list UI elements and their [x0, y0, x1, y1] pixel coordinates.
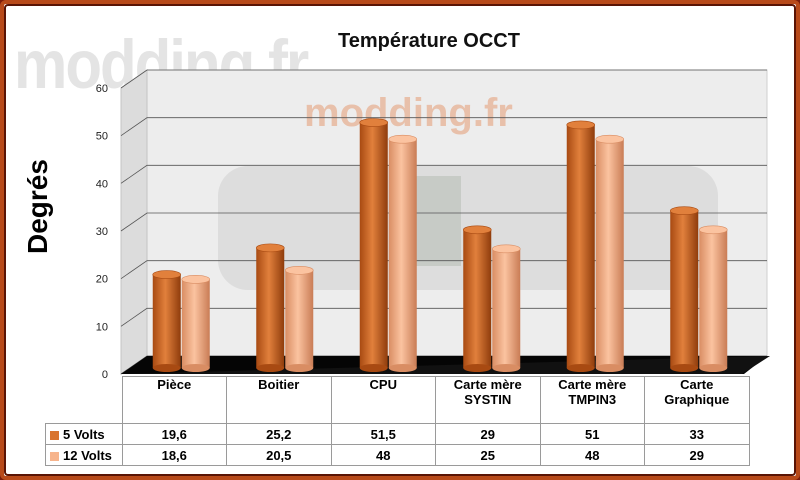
table-cell: 33 — [644, 423, 750, 445]
table-cell: 29 — [644, 444, 750, 466]
bar-body — [595, 139, 624, 368]
bar-body — [699, 229, 728, 368]
legend-label: 12 Volts — [63, 447, 112, 463]
bar — [669, 206, 699, 372]
y-tick-label: 50 — [96, 131, 108, 143]
bar — [595, 134, 625, 372]
bar-cap — [181, 275, 211, 284]
x-category-label: Carte Graphique — [644, 376, 750, 424]
bar-base — [388, 364, 417, 372]
bar-base — [492, 364, 521, 372]
bar — [181, 275, 211, 372]
table-cell: 48 — [330, 444, 436, 466]
bar — [255, 243, 285, 372]
legend-swatch — [50, 451, 59, 461]
bar-cap — [284, 265, 314, 275]
table-cell: 19,6 — [121, 423, 227, 445]
legend-swatch — [50, 430, 59, 440]
chart-title: Température OCCT — [338, 30, 520, 52]
bar-base — [463, 364, 492, 372]
gridline — [120, 260, 767, 279]
bar-cap — [669, 206, 699, 215]
plot-watermark: modding.fr — [304, 91, 513, 135]
legend-entry: 5 Volts — [45, 423, 123, 445]
table-row: 5 Volts 19,6 25,2 51,5 29 51 33 — [45, 423, 750, 445]
bar-body — [285, 270, 314, 368]
bar-base — [256, 364, 285, 372]
bar-cap — [566, 120, 596, 130]
bar-base — [566, 364, 595, 372]
x-category-label: Boitier — [226, 376, 332, 424]
y-tick-label: 10 — [96, 321, 108, 333]
bar-base — [699, 364, 728, 372]
table-cell: 51,5 — [330, 423, 436, 445]
y-tick-label: 0 — [102, 369, 108, 381]
bar — [152, 270, 182, 372]
bar — [491, 244, 521, 372]
bar-cap — [698, 225, 728, 235]
bar-base — [181, 364, 210, 372]
data-table-corner — [46, 377, 123, 424]
bar-body — [670, 210, 699, 368]
bar-base — [670, 364, 699, 372]
bar-base — [595, 364, 624, 372]
bar-base — [285, 364, 314, 372]
bar — [566, 120, 596, 372]
x-category-label: Carte mère TMPIN3 — [539, 376, 645, 424]
bar-body — [181, 279, 210, 368]
gridline — [120, 307, 767, 327]
gridline — [120, 212, 767, 232]
table-cell: 51 — [539, 423, 645, 445]
legend-entry: 12 Volts — [45, 444, 123, 466]
y-tick-label: 40 — [96, 178, 108, 190]
y-tick-label: 30 — [96, 226, 108, 238]
bar-body — [256, 247, 285, 368]
bar-cap — [462, 225, 492, 235]
bar — [359, 118, 389, 372]
x-category-label: CPU — [330, 376, 436, 424]
bar — [284, 265, 314, 372]
bar-body — [492, 248, 521, 368]
data-table-header: Pièce Boitier CPU Carte mère SYSTIN Carte mèr… — [46, 376, 750, 424]
bar-body — [388, 139, 417, 368]
table-row: 12 Volts 18,6 20,5 48 25 48 29 — [45, 444, 750, 466]
bar-cap — [359, 118, 389, 127]
table-cell: 25 — [435, 444, 541, 466]
table-cell: 29 — [435, 423, 541, 445]
bar-cap — [388, 134, 418, 144]
bar-cap — [595, 134, 625, 144]
gridline — [120, 69, 767, 89]
x-category-label: Carte mère SYSTIN — [435, 376, 541, 424]
bar-cap — [255, 243, 285, 253]
data-table: Pièce Boitier CPU Carte mère SYSTIN Carte mèr… — [45, 376, 750, 466]
bar-cap — [152, 270, 182, 279]
bar-base — [359, 364, 388, 372]
bar-body — [463, 229, 492, 368]
table-cell: 18,6 — [121, 444, 227, 466]
chart-plot: modding.fr 0 10 20 30 40 50 60 — [96, 69, 770, 381]
table-cell: 20,5 — [226, 444, 332, 466]
bar-body — [152, 274, 181, 368]
bar-body — [359, 122, 388, 369]
x-category-label: Pièce — [121, 376, 227, 424]
y-tick-label: 20 — [96, 274, 108, 286]
y-tick-label: 60 — [96, 83, 108, 95]
bar-body — [566, 124, 595, 369]
bar-cap — [491, 244, 521, 254]
bar — [388, 134, 418, 372]
bar-base — [152, 364, 181, 372]
gridline — [120, 164, 767, 184]
background-device-screen — [409, 176, 461, 266]
gridline — [120, 117, 767, 136]
legend-label: 5 Volts — [63, 426, 105, 442]
bar — [698, 225, 728, 372]
bar — [462, 225, 492, 372]
table-cell: 48 — [539, 444, 645, 466]
table-cell: 25,2 — [226, 423, 332, 445]
